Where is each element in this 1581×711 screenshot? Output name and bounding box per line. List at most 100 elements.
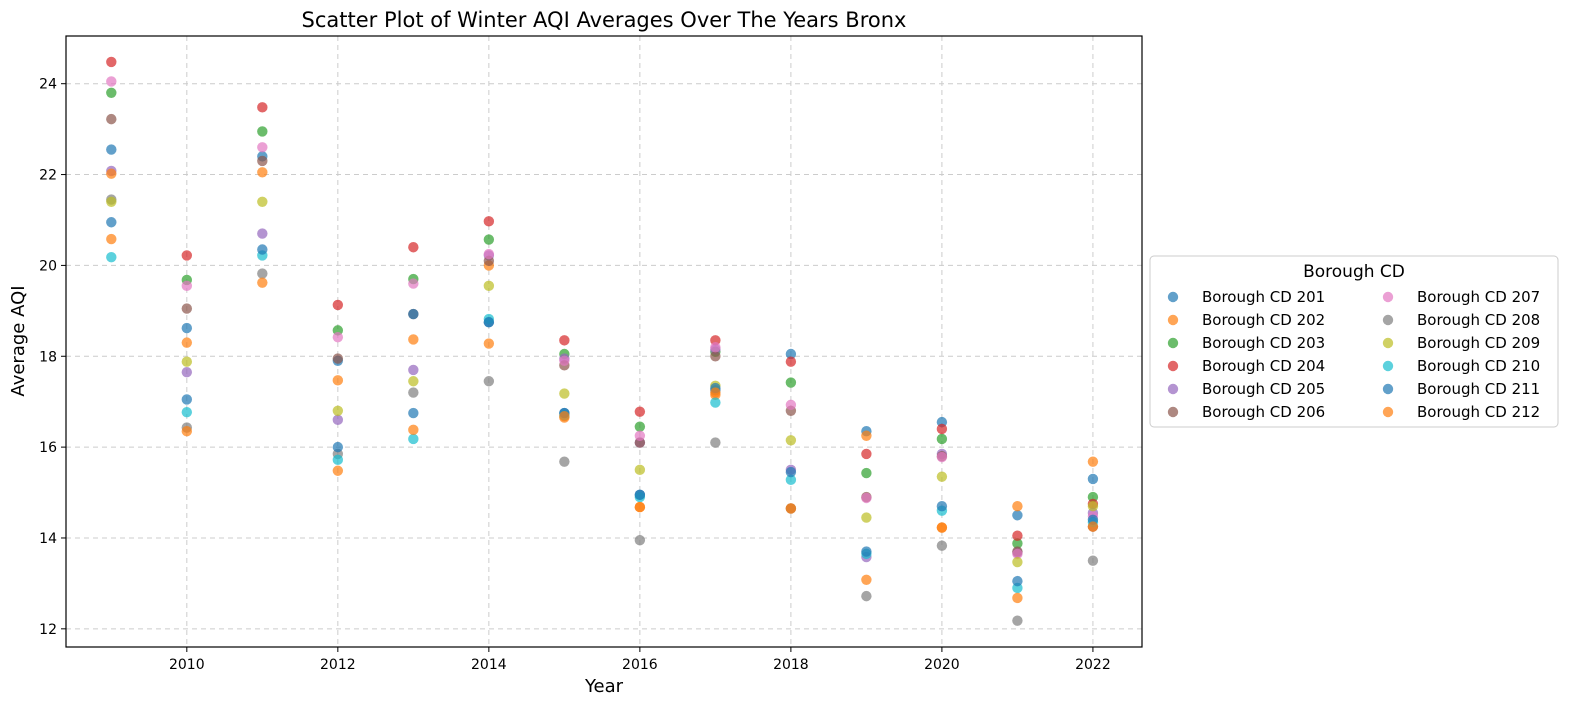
scatter-point [408, 242, 419, 253]
scatter-point [861, 467, 872, 479]
scatter-point [483, 248, 495, 260]
scatter-point [559, 335, 570, 346]
legend-marker [1382, 291, 1394, 303]
legend-marker [1382, 406, 1394, 418]
scatter-point [861, 590, 872, 602]
legend-item: Borough CD 207 [1382, 288, 1540, 306]
scatter-point [861, 448, 872, 460]
legend-marker [1167, 291, 1179, 303]
scatter-point [483, 376, 495, 387]
scatter-point [332, 299, 344, 311]
legend-item: Borough CD 212 [1382, 403, 1540, 421]
legend-label: Borough CD 202 [1202, 311, 1325, 329]
data-points [106, 56, 1099, 626]
scatter-point [332, 465, 344, 476]
scatter-point [181, 366, 193, 378]
scatter-point [1012, 530, 1023, 541]
legend-marker [1167, 314, 1179, 326]
scatter-point [257, 268, 268, 279]
scatter-point [785, 356, 797, 367]
legend-item: Borough CD 208 [1382, 311, 1540, 329]
scatter-point [181, 303, 193, 314]
y-axis-ticks: 12 14 16 18 20 22 24 [39, 77, 66, 638]
scatter-point [106, 217, 117, 228]
scatter-point [634, 535, 646, 546]
scatter-point [257, 126, 268, 137]
scatter-point [257, 196, 268, 208]
scatter-point [106, 196, 117, 208]
scatter-point [408, 364, 419, 376]
y-tick-label: 14 [39, 531, 57, 547]
scatter-point [785, 348, 797, 360]
legend-label: Borough CD 205 [1202, 380, 1325, 398]
legend-marker [1167, 360, 1179, 372]
scatter-point [1087, 521, 1099, 532]
scatter-point [408, 387, 419, 398]
scatter-point [408, 334, 419, 345]
scatter-point [861, 546, 872, 557]
scatter-point [861, 492, 872, 504]
legend-label: Borough CD 207 [1417, 288, 1540, 306]
scatter-point [257, 277, 268, 288]
scatter-point [483, 234, 495, 245]
x-tick-label: 2012 [320, 657, 356, 673]
scatter-point [332, 353, 344, 364]
scatter-point [1087, 500, 1099, 512]
scatter-point [1012, 592, 1023, 604]
scatter-point [785, 503, 797, 514]
y-tick-label: 18 [39, 349, 57, 365]
legend-label: Borough CD 203 [1202, 334, 1325, 352]
scatter-point [1012, 500, 1023, 512]
legend-label: Borough CD 211 [1417, 380, 1540, 398]
scatter-point [106, 76, 117, 87]
scatter-point [634, 501, 646, 513]
legend-item: Borough CD 204 [1167, 357, 1325, 375]
scatter-point [1012, 538, 1023, 549]
scatter-point [1087, 473, 1099, 485]
scatter-point [332, 405, 344, 416]
scatter-point [1012, 556, 1023, 568]
scatter-point [634, 421, 646, 432]
scatter-point [710, 397, 721, 408]
scatter-point [1087, 456, 1099, 467]
scatter-point [181, 356, 193, 367]
scatter-point [483, 216, 495, 227]
legend-label: Borough CD 210 [1417, 357, 1540, 375]
legend-label: Borough CD 206 [1202, 403, 1325, 421]
x-tick-label: 2016 [622, 657, 658, 673]
legend-item: Borough CD 203 [1167, 334, 1325, 352]
scatter-point [106, 87, 117, 98]
x-tick-label: 2010 [169, 657, 205, 673]
scatter-point [1012, 615, 1023, 626]
scatter-point [785, 377, 797, 388]
scatter-point [257, 244, 268, 255]
scatter-point [861, 574, 872, 585]
scatter-point [785, 474, 797, 486]
scatter-point [1012, 510, 1023, 521]
scatter-point [559, 388, 570, 399]
scatter-point [181, 280, 193, 292]
scatter-point [634, 464, 646, 476]
chart-title: Scatter Plot of Winter AQI Averages Over… [302, 8, 907, 32]
scatter-point [181, 337, 193, 348]
scatter-point [181, 394, 193, 405]
scatter-point [181, 426, 193, 437]
scatter-point [936, 451, 948, 463]
scatter-point [861, 512, 872, 523]
scatter-point [106, 233, 117, 245]
scatter-point [559, 411, 570, 422]
scatter-point [785, 435, 797, 446]
scatter-point [861, 430, 872, 441]
scatter-point [106, 252, 117, 263]
scatter-point [936, 423, 948, 435]
legend-marker [1382, 360, 1394, 372]
scatter-point [106, 56, 117, 68]
grid-lines [66, 36, 1142, 647]
scatter-point [710, 341, 721, 353]
scatter-point [332, 331, 344, 343]
scatter-point [634, 430, 646, 441]
scatter-point [332, 414, 344, 426]
scatter-point [408, 278, 419, 289]
legend-marker [1167, 383, 1179, 395]
